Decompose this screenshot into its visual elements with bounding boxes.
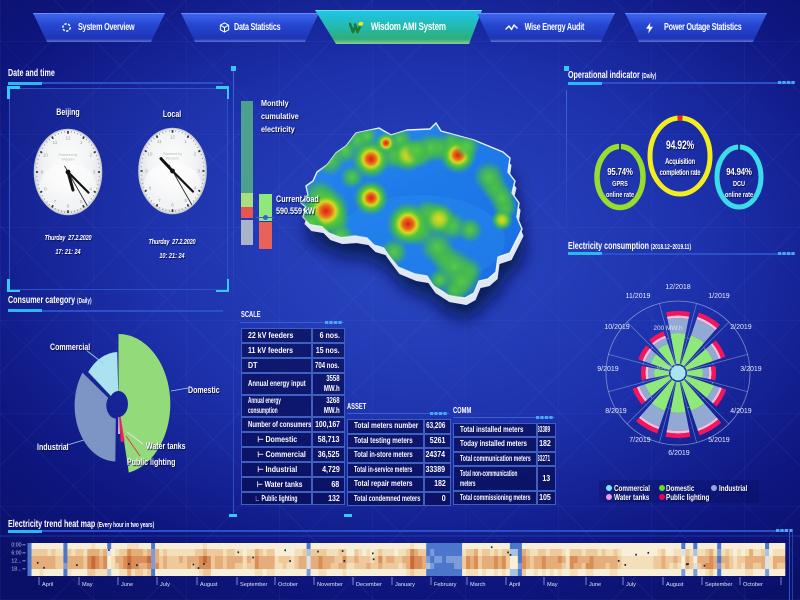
svg-text:June: June <box>121 582 133 588</box>
svg-text:9/2019: 9/2019 <box>597 366 619 373</box>
svg-text:August: August <box>200 582 218 588</box>
svg-text:10: 10 <box>147 152 153 157</box>
svg-text:3: 3 <box>93 170 96 175</box>
svg-text:200 MW.h: 200 MW.h <box>653 325 683 332</box>
svg-text:0:00: 0:00 <box>11 543 21 549</box>
svg-text:10: 10 <box>43 153 49 158</box>
svg-text:7: 7 <box>54 199 57 204</box>
svg-text:6: 6 <box>67 204 70 209</box>
svg-text:3/2019: 3/2019 <box>740 366 762 373</box>
svg-text:December: December <box>356 582 382 588</box>
svg-text:2/2019: 2/2019 <box>730 324 752 331</box>
svg-text:4: 4 <box>89 187 92 192</box>
svg-text:September: September <box>240 582 267 588</box>
svg-text:0 MW.h: 0 MW.h <box>657 365 677 371</box>
svg-text:11: 11 <box>157 139 162 144</box>
svg-text:12: 12 <box>170 135 176 140</box>
svg-text:1: 1 <box>184 139 187 144</box>
svg-text:12...: 12... <box>11 559 21 565</box>
svg-text:5/2019: 5/2019 <box>708 437 730 444</box>
svg-text:6/2019: 6/2019 <box>668 450 690 457</box>
svg-text:June: June <box>589 582 601 588</box>
svg-text:7/2019: 7/2019 <box>629 437 651 444</box>
svg-text:Powered by: Powered by <box>163 152 182 156</box>
svg-text:July: July <box>626 582 636 588</box>
svg-text:6: 6 <box>171 203 174 208</box>
svg-text:March: March <box>470 582 486 588</box>
svg-text:10/2019: 10/2019 <box>604 324 629 331</box>
svg-text:April: April <box>42 582 53 588</box>
svg-text:August: August <box>666 582 684 588</box>
svg-text:2: 2 <box>89 153 92 158</box>
svg-text:11/2019: 11/2019 <box>626 293 651 300</box>
svg-text:3: 3 <box>197 169 200 174</box>
svg-text:October: October <box>278 582 298 588</box>
svg-text:12/2018: 12/2018 <box>665 284 690 291</box>
svg-text:7: 7 <box>158 198 161 203</box>
svg-text:September: September <box>705 582 732 588</box>
svg-text:9: 9 <box>145 169 148 174</box>
svg-text:Wisdom: Wisdom <box>62 157 75 161</box>
svg-text:8: 8 <box>149 186 152 191</box>
svg-text:4/2019: 4/2019 <box>730 408 752 415</box>
svg-text:12: 12 <box>65 136 71 141</box>
svg-text:11: 11 <box>53 140 58 145</box>
svg-text:October: October <box>743 582 763 588</box>
svg-text:8: 8 <box>44 187 47 192</box>
svg-text:February: February <box>434 582 457 588</box>
svg-text:Wisdom: Wisdom <box>166 156 179 160</box>
svg-text:18...: 18... <box>11 567 21 573</box>
svg-text:July: July <box>160 582 170 588</box>
svg-text:May: May <box>547 582 558 588</box>
svg-text:6:00: 6:00 <box>11 551 21 557</box>
svg-text:1/2019: 1/2019 <box>708 293 730 300</box>
svg-text:9: 9 <box>41 170 44 175</box>
svg-text:4: 4 <box>194 186 197 191</box>
svg-text:5: 5 <box>184 198 187 203</box>
svg-text:8/2019: 8/2019 <box>605 408 627 415</box>
svg-text:1: 1 <box>80 140 83 145</box>
svg-text:Powered by: Powered by <box>59 153 78 157</box>
svg-text:May: May <box>82 582 93 588</box>
svg-text:January: January <box>395 582 415 588</box>
svg-text:2: 2 <box>194 152 197 157</box>
svg-text:April: April <box>509 582 520 588</box>
svg-text:November: November <box>317 582 343 588</box>
svg-text:5: 5 <box>80 199 83 204</box>
